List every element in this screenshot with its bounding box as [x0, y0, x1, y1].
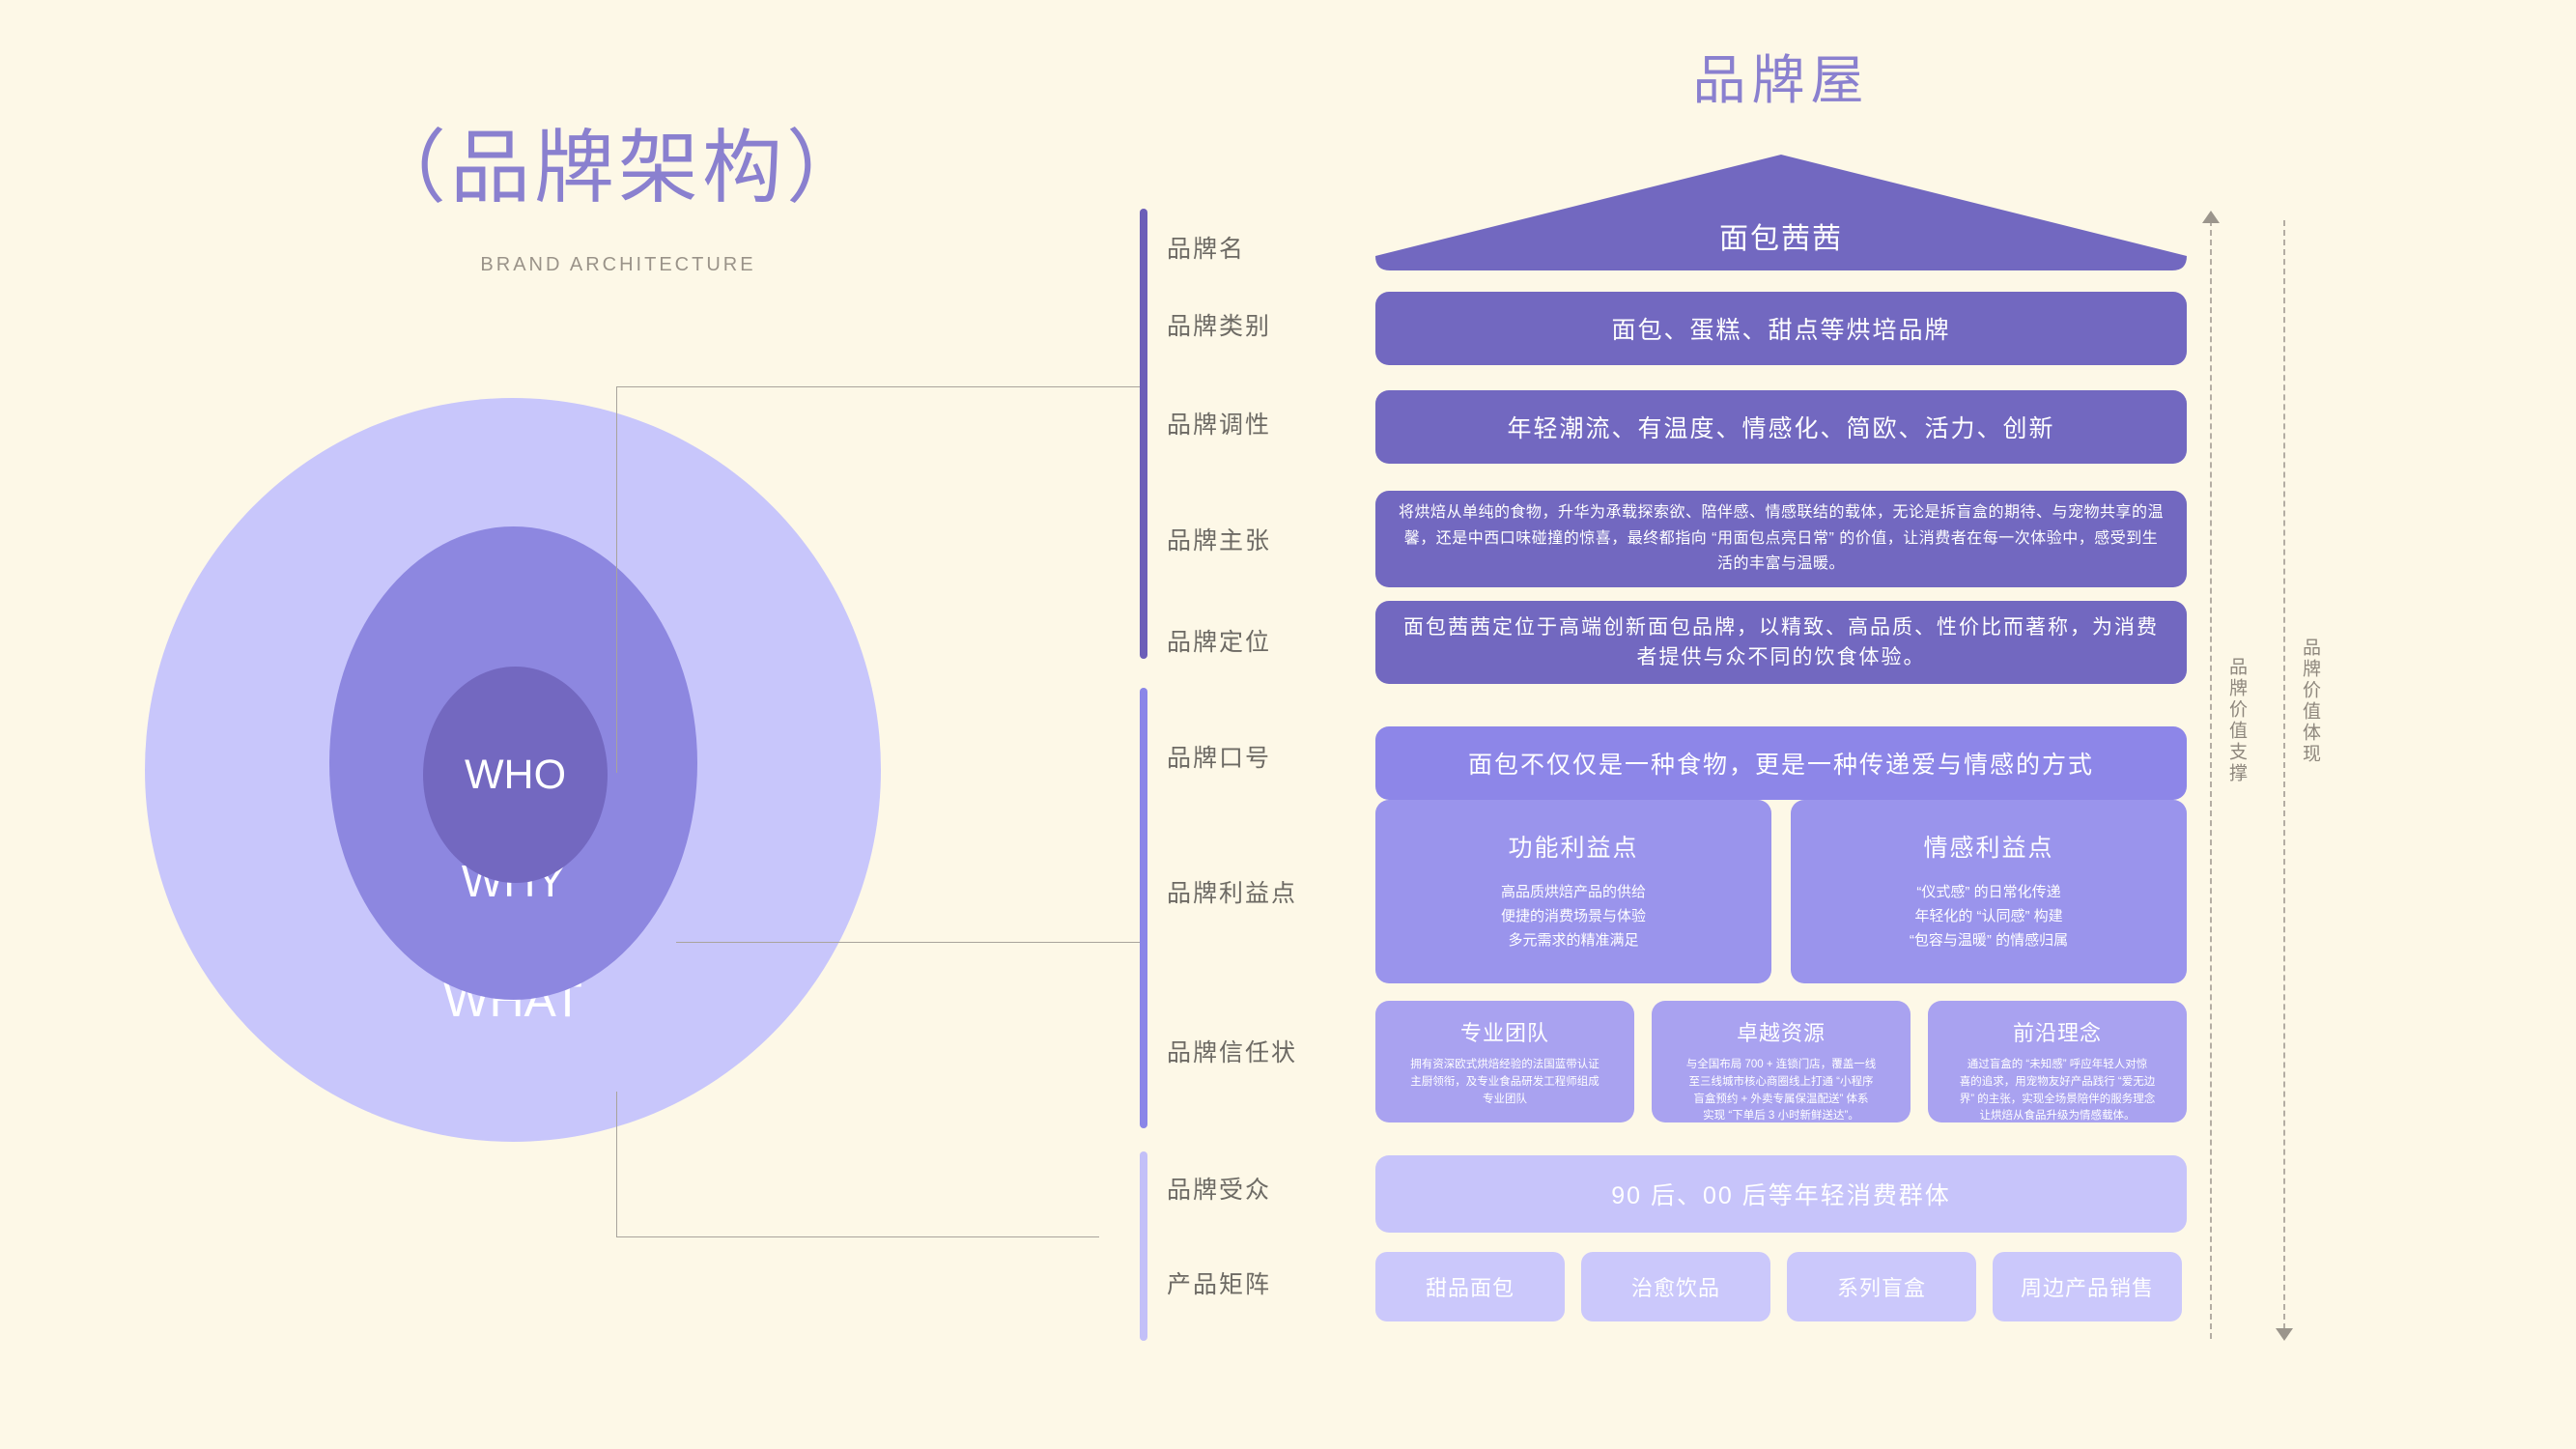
- rail-label-brand-name: 品牌名: [1167, 236, 1246, 263]
- rail-label-brand-tonality: 品牌调性: [1167, 412, 1272, 439]
- axis-label-express: 品牌价值体现: [2300, 638, 2320, 765]
- page-title-cn: （品牌架构）: [366, 123, 870, 213]
- benefit-line: 多元需求的精准满足: [1508, 931, 1639, 949]
- left-title-block: （品牌架构） BRAND ARCHITECTURE: [319, 124, 918, 276]
- circle-who: WHO: [423, 667, 608, 883]
- rail-bar-core: [1140, 209, 1147, 659]
- block-brand-category-text: 面包、蛋糕、甜点等烘培品牌: [1611, 317, 1951, 344]
- roof-shape: [1375, 155, 2187, 270]
- trust-card-resources: 卓越资源 与全国布局 700 + 连锁门店，覆盖一线 至三线城市核心商圈线上打通…: [1652, 1001, 1911, 1122]
- brand-house: 面包茜茜 面包、蛋糕、甜点等烘培品牌 年轻潮流、有温度、情感化、简欧、活力、创新…: [1375, 0, 2187, 1449]
- page-title-en: BRAND ARCHITECTURE: [480, 254, 756, 276]
- benefit-card-functional-body: 高品质烘焙产品的供给 便捷的消费场景与体验 多元需求的精准满足: [1375, 881, 1771, 952]
- product-matrix-cell: 治愈饮品: [1581, 1252, 1770, 1321]
- trust-line: 主厨领衔，及专业食品研发工程师组成: [1410, 1075, 1599, 1088]
- block-brand-proposition: 将烘焙从单纯的食物，升华为承载探索欲、陪伴感、情感联结的载体，无论是拆盲盒的期待…: [1375, 491, 2187, 587]
- connector-who-vertical: [616, 386, 617, 773]
- block-brand-slogan-text: 面包不仅仅是一种食物，更是一种传递爱与情感的方式: [1467, 752, 2094, 779]
- trust-card-team: 专业团队 拥有资深欧式烘焙经验的法国蓝带认证 主厨领衔，及专业食品研发工程师组成…: [1375, 1001, 1634, 1122]
- benefit-card-functional: 功能利益点 高品质烘焙产品的供给 便捷的消费场景与体验 多元需求的精准满足: [1375, 800, 1771, 983]
- connector-who-horizontal: [616, 386, 1143, 387]
- trust-line: 通过盲盒的 “未知感” 呼应年轻人对惊: [1967, 1059, 2148, 1070]
- rail-bar-base: [1140, 1151, 1147, 1341]
- product-matrix-cell: 周边产品销售: [1993, 1252, 2182, 1321]
- trust-line: 拥有资深欧式烘焙经验的法国蓝带认证: [1410, 1059, 1599, 1070]
- benefit-line: “包容与温暖” 的情感归属: [1909, 931, 2069, 949]
- axis-line-support: [2210, 220, 2212, 1339]
- trust-card-philosophy-title: 前沿理念: [2012, 1021, 2102, 1045]
- rail-label-brand-position: 品牌定位: [1167, 629, 1272, 656]
- benefit-line: 高品质烘焙产品的供给: [1500, 884, 1646, 900]
- rail-label-product-matrix: 产品矩阵: [1167, 1271, 1272, 1298]
- product-matrix-cell: 甜品面包: [1375, 1252, 1565, 1321]
- block-brand-audience-text: 90 后、00 后等年轻消费群体: [1611, 1182, 1951, 1209]
- connector-what-vertical: [616, 1092, 617, 1236]
- rail-label-brand-slogan: 品牌口号: [1167, 745, 1272, 772]
- arrow-up-icon: [2202, 211, 2220, 223]
- arrow-down-icon: [2276, 1328, 2293, 1341]
- rail-label-brand-audience: 品牌受众: [1167, 1177, 1272, 1204]
- trust-card-philosophy-body: 通过盲盒的 “未知感” 呼应年轻人对惊 喜的追求，用宠物友好产品践行 “爱无边 …: [1939, 1057, 2175, 1125]
- label-rail: 品牌名 品牌类别 品牌调性 品牌主张 品牌定位 品牌口号 品牌利益点 品牌信任状…: [1140, 0, 1381, 1449]
- rail-bar-mid: [1140, 688, 1147, 1128]
- axis-line-express: [2283, 220, 2285, 1339]
- house-title: 品牌屋: [1692, 50, 1870, 110]
- block-brand-positioning-text: 面包茜茜定位于高端创新面包品牌，以精致、高品质、性价比而著称，为消费者提供与众不…: [1403, 615, 2159, 669]
- trust-card-philosophy: 前沿理念 通过盲盒的 “未知感” 呼应年轻人对惊 喜的追求，用宠物友好产品践行 …: [1928, 1001, 2187, 1122]
- benefit-card-emotional-title: 情感利益点: [1923, 835, 2054, 862]
- trust-line: 至三线城市核心商圈线上打通 “小程序: [1688, 1075, 1874, 1088]
- trust-line: 界” 的主张，实现全场景陪伴的服务理念: [1959, 1093, 2156, 1105]
- benefit-card-emotional-body: “仪式感” 的日常化传递 年轻化的 “认同感” 构建 “包容与温暖” 的情感归属: [1791, 881, 2187, 952]
- axis-label-support: 品牌价值支撑: [2226, 657, 2247, 784]
- block-brand-tonality-text: 年轻潮流、有温度、情感化、简欧、活力、创新: [1507, 415, 2055, 442]
- trust-card-team-body: 拥有资深欧式烘焙经验的法国蓝带认证 主厨领衔，及专业食品研发工程师组成 专业团队: [1387, 1057, 1623, 1108]
- trust-card-resources-title: 卓越资源: [1736, 1021, 1826, 1045]
- trust-line: 让烘焙从食品升级为情感载体。: [1979, 1110, 2136, 1122]
- trust-line: 盲盒预约 + 外卖专属保温配送” 体系: [1693, 1093, 1869, 1105]
- block-brand-slogan: 面包不仅仅是一种食物，更是一种传递爱与情感的方式: [1375, 726, 2187, 800]
- rail-label-brand-claim: 品牌主张: [1167, 527, 1272, 554]
- trust-line: 喜的追求，用宠物友好产品践行 “爱无边: [1959, 1075, 2156, 1088]
- trust-line: 与全国布局 700 + 连锁门店，覆盖一线: [1685, 1059, 1877, 1070]
- benefit-line: 便捷的消费场景与体验: [1500, 907, 1646, 924]
- rail-label-brand-benefit: 品牌利益点: [1167, 880, 1298, 907]
- rail-label-brand-category: 品牌类别: [1167, 313, 1272, 340]
- benefit-line: 年轻化的 “认同感” 构建: [1914, 907, 2063, 924]
- connector-why-horizontal: [676, 942, 1143, 943]
- brand-name-label: 面包茜茜: [1719, 223, 1843, 255]
- trust-line: 实现 “下单后 3 小时新鲜送达”。: [1703, 1110, 1859, 1122]
- trust-line: 专业团队: [1483, 1093, 1527, 1105]
- circle-who-label: WHO: [464, 751, 567, 798]
- benefit-line: “仪式感” 的日常化传递: [1916, 884, 2061, 900]
- block-brand-proposition-text: 将烘焙从单纯的食物，升华为承载探索欲、陪伴感、情感联结的载体，无论是拆盲盒的期待…: [1399, 504, 2165, 573]
- block-brand-audience: 90 后、00 后等年轻消费群体: [1375, 1155, 2187, 1233]
- benefit-card-functional-title: 功能利益点: [1508, 835, 1639, 862]
- block-brand-positioning: 面包茜茜定位于高端创新面包品牌，以精致、高品质、性价比而著称，为消费者提供与众不…: [1375, 601, 2187, 684]
- rail-label-brand-trust: 品牌信任状: [1167, 1039, 1298, 1066]
- block-brand-category: 面包、蛋糕、甜点等烘培品牌: [1375, 292, 2187, 365]
- benefit-card-emotional: 情感利益点 “仪式感” 的日常化传递 年轻化的 “认同感” 构建 “包容与温暖”…: [1791, 800, 2187, 983]
- product-matrix-cell: 系列盲盒: [1787, 1252, 1976, 1321]
- trust-card-team-title: 专业团队: [1459, 1021, 1549, 1045]
- connector-what-horizontal: [616, 1236, 1099, 1237]
- trust-card-resources-body: 与全国布局 700 + 连锁门店，覆盖一线 至三线城市核心商圈线上打通 “小程序…: [1663, 1057, 1899, 1125]
- block-brand-tonality: 年轻潮流、有温度、情感化、简欧、活力、创新: [1375, 390, 2187, 464]
